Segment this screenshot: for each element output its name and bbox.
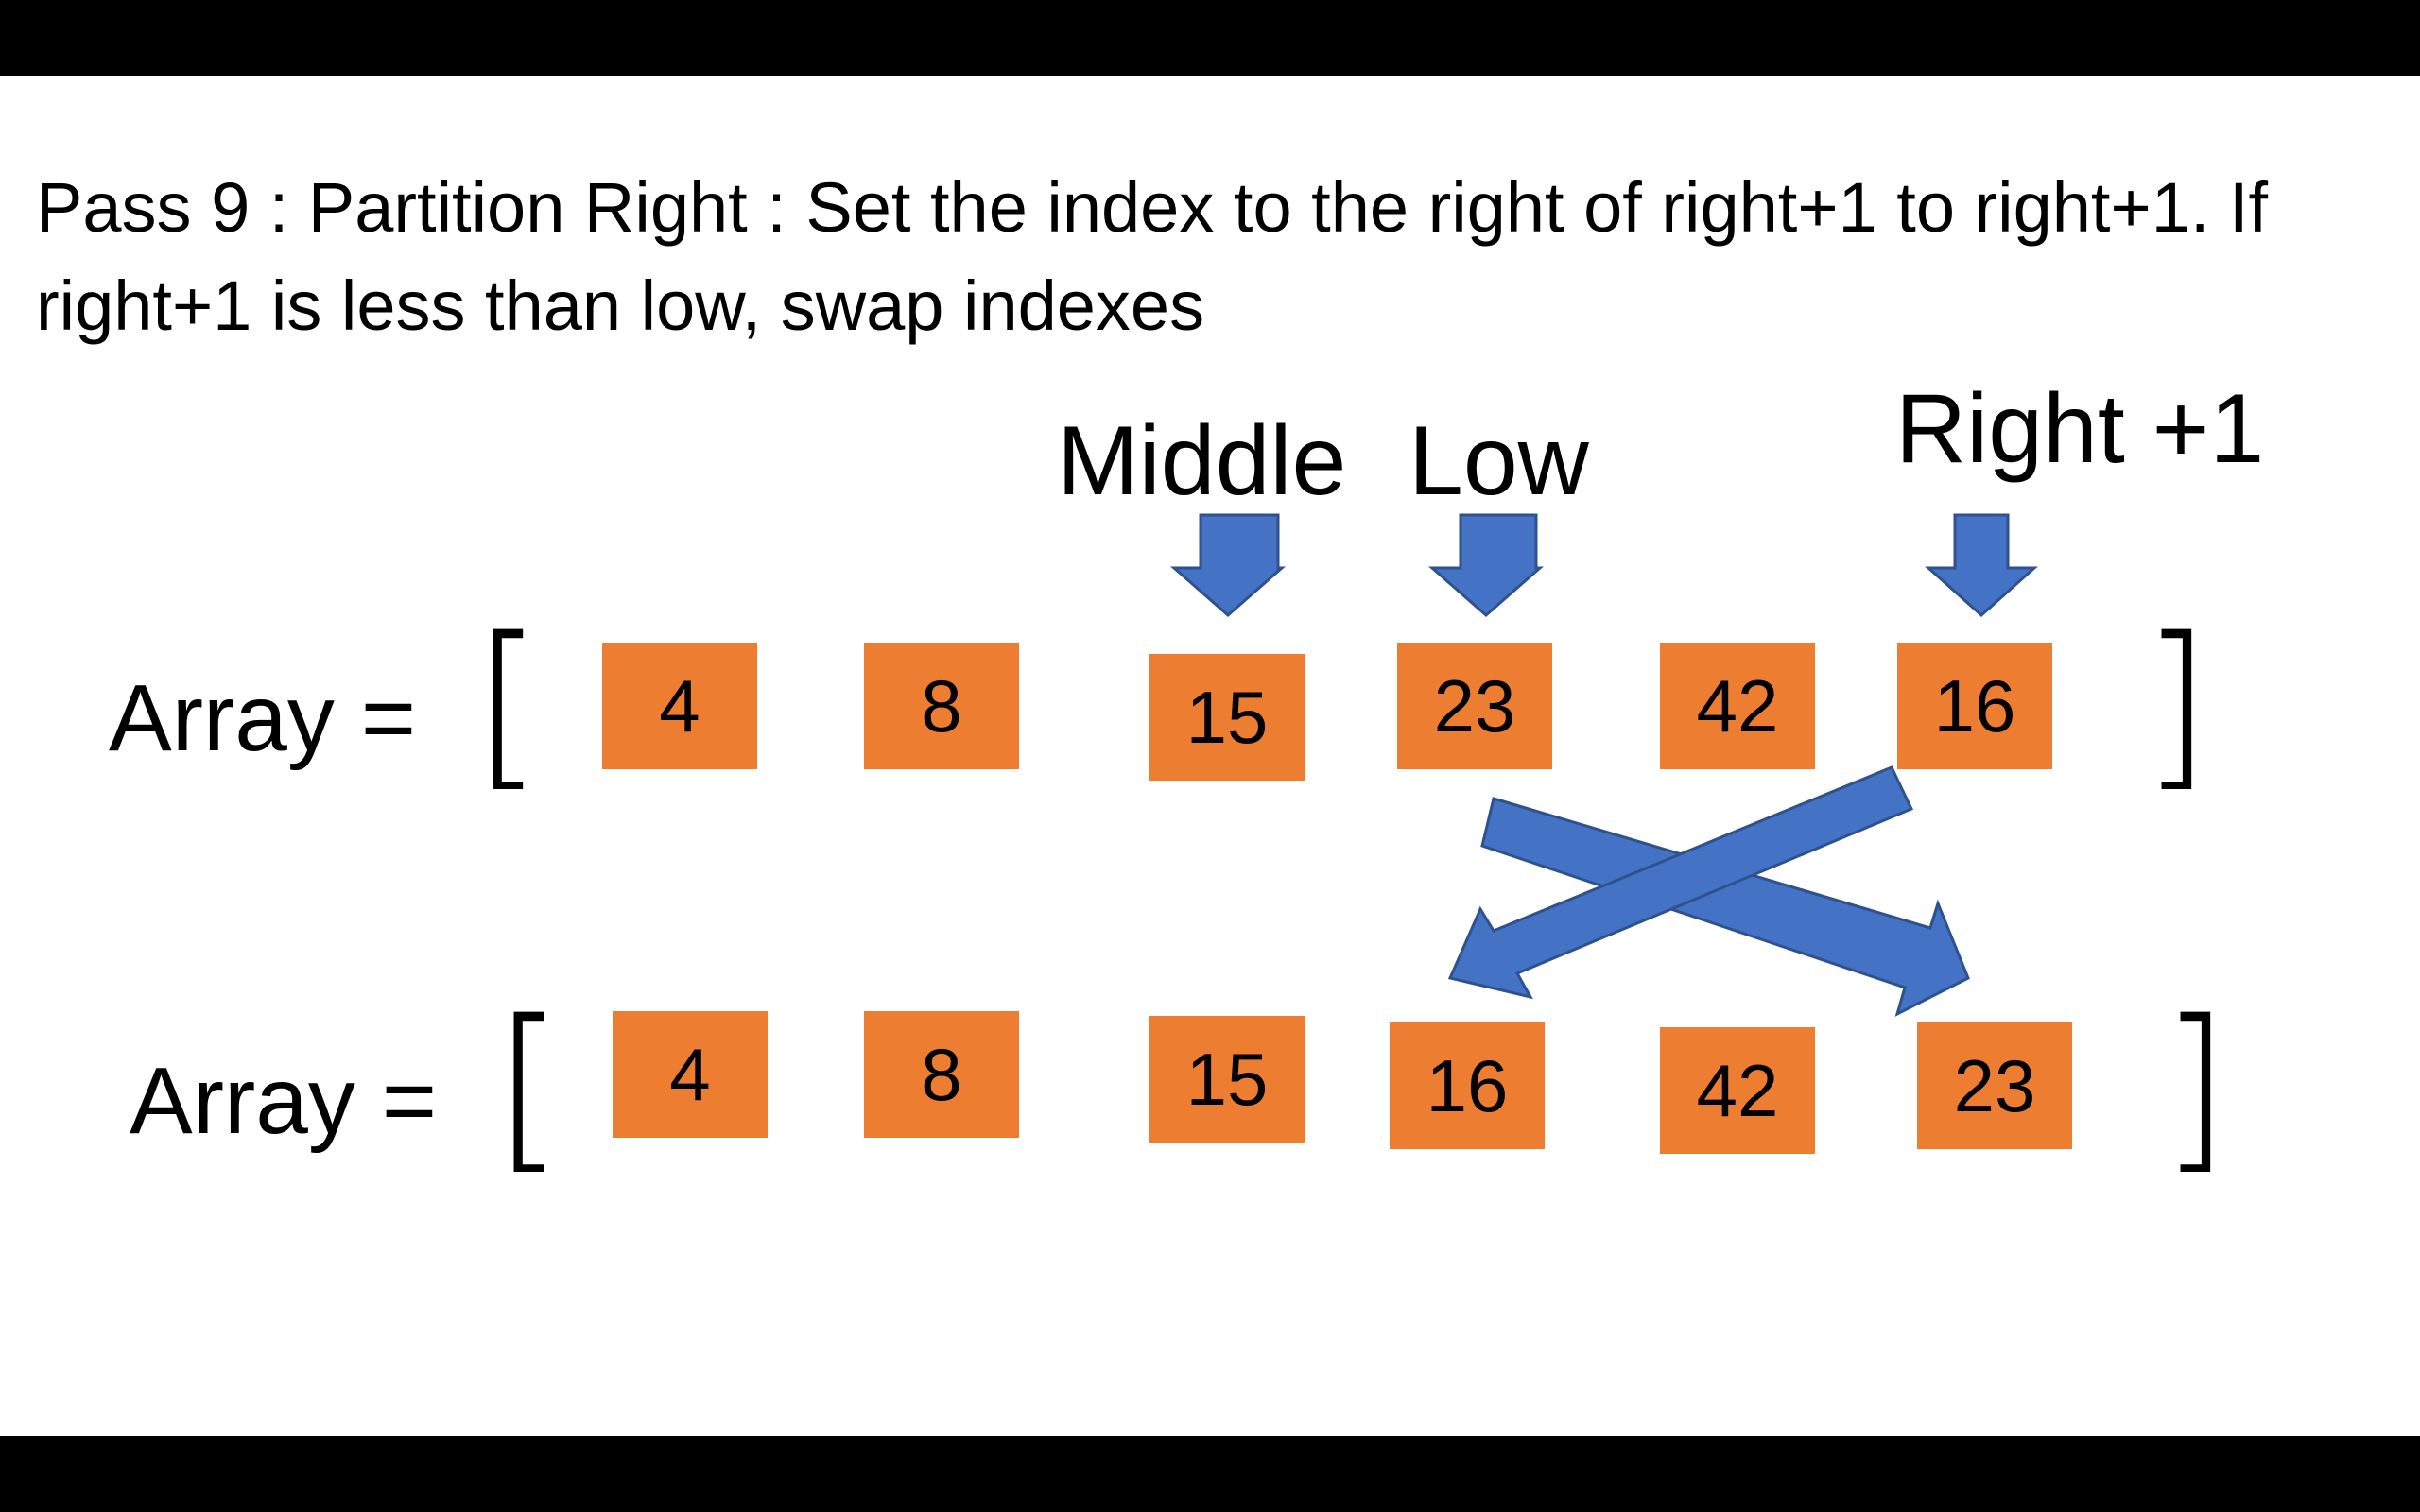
close-bracket-bottom: ] [2160, 982, 2231, 1191]
array-top-cell-2: 15 [1150, 654, 1305, 781]
array-top-cell-1: 8 [864, 643, 1019, 769]
low-label: Low [1409, 406, 1589, 516]
slide: Pass 9 : Partition Right : Set the index… [0, 76, 2420, 1436]
open-bracket-top: [ [473, 599, 544, 808]
array-bottom-cell-2: 15 [1150, 1016, 1305, 1143]
array-bottom-cell-0: 4 [613, 1011, 768, 1138]
close-bracket-top: ] [2141, 599, 2212, 808]
swap-arrow-right-to-low [1447, 765, 1914, 1000]
middle-label: Middle [1057, 406, 1347, 516]
array-top-cell-5: 16 [1897, 643, 2052, 769]
low-pointer-arrow [1428, 513, 1544, 617]
array-bottom-cell-1: 8 [864, 1011, 1019, 1138]
right-plus-1-pointer-arrow [1925, 513, 2038, 618]
arrows-layer [1170, 513, 2038, 1017]
array-bottom-cell-3: 16 [1390, 1022, 1545, 1149]
open-bracket-bottom: [ [493, 982, 564, 1191]
right-plus-1-label: Right +1 [1895, 374, 2265, 484]
caption: Pass 9 : Partition Right : Set the index… [36, 168, 2269, 345]
middle-pointer-arrow [1170, 513, 1286, 617]
array-label-top: Array = [109, 665, 417, 771]
array-label-bottom: Array = [130, 1048, 438, 1154]
array-bottom-cell-5: 23 [1917, 1022, 2072, 1149]
array-bottom-cell-4: 42 [1660, 1027, 1815, 1154]
array-top-cell-0: 4 [602, 643, 757, 769]
swap-arrow-low-to-right [1480, 797, 1970, 1017]
array-top-cell-3: 23 [1397, 643, 1552, 769]
array-top-cell-4: 42 [1660, 643, 1815, 769]
